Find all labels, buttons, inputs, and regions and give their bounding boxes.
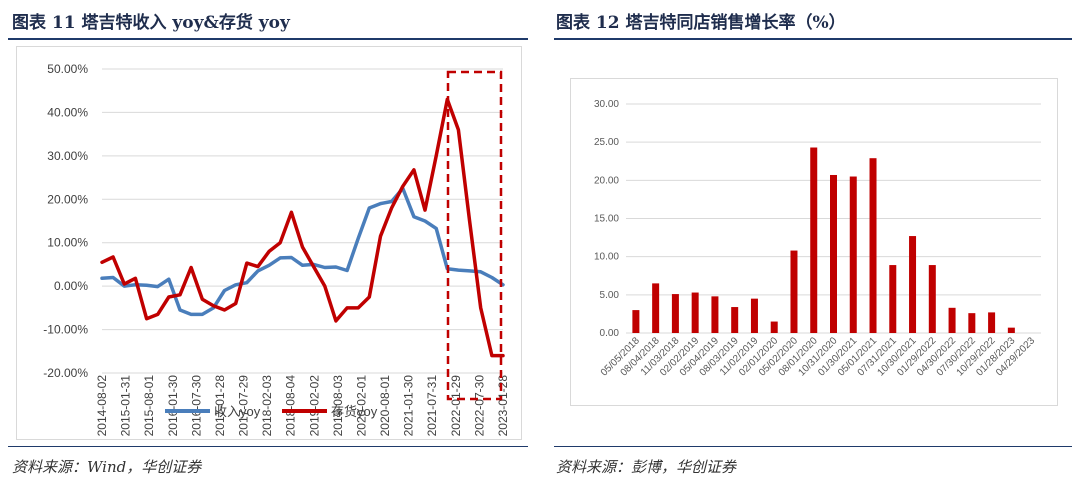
x-tick-label: 2020-02-01 (354, 375, 368, 437)
x-tick-label: 2020-08-01 (378, 375, 392, 437)
y-tick-label: 10.00% (47, 236, 88, 250)
x-tick-label: 2021-07-31 (425, 375, 439, 437)
series-line-revenue (100, 186, 505, 317)
highlight-dashed-box (446, 70, 503, 401)
y-tick-label: 20.00% (47, 192, 88, 206)
figure-12-title: 图表 12 塔吉特同店销售增长率（%） (556, 13, 846, 33)
y-tick-label: 30.00% (47, 149, 88, 163)
figure-12-source: 资料来源：彭博，华创证券 (556, 458, 737, 476)
x-tick-label: 2019-02-02 (307, 375, 321, 437)
bar (731, 307, 739, 333)
bar (830, 174, 837, 333)
x-tick-label: 2015-08-01 (142, 375, 156, 437)
source-rule (8, 446, 528, 447)
bar (909, 236, 917, 333)
figure-11-title: 图表 11 塔吉特收入 yoy&存货 yoy (12, 13, 290, 33)
x-tick-label: 2023-01-28 (496, 375, 510, 437)
y-tick-label: 10.00 (594, 252, 619, 263)
bar (1007, 327, 1015, 333)
bar (770, 321, 778, 333)
y-tick-label: -20.00% (43, 366, 88, 380)
x-tick-label: 2017-01-28 (213, 375, 227, 437)
y-tick-label: 40.00% (47, 105, 88, 119)
source-rule (554, 446, 1072, 447)
figure-11-source: 资料来源：Wind，华创证券 (12, 458, 202, 476)
bar (671, 294, 679, 333)
bar (750, 298, 758, 333)
bar (968, 313, 976, 333)
y-tick-label: 20.00 (594, 175, 619, 186)
bar (711, 296, 719, 333)
x-tick-label: 2016-01-30 (166, 375, 180, 437)
bar (869, 158, 877, 333)
y-tick-label: 50.00% (47, 62, 88, 76)
bar (652, 283, 660, 333)
bar (691, 292, 699, 333)
bar-chart: 30.0025.0020.0015.0010.005.000.0005/05/2… (594, 99, 1041, 379)
bar (632, 310, 640, 333)
y-tick-label: 30.00 (594, 99, 619, 110)
legend-label-revenue: 收入yoy (214, 404, 261, 419)
line-chart-frame: 50.00% 40.00% 30.00% 20.00% 10.00% 0.00% -10.0… (16, 46, 522, 440)
title-rule (554, 38, 1072, 40)
left-panel: 图表 11 塔吉特收入 yoy&存货 yoy 50.00% 40.00% 30.00… (8, 13, 528, 476)
x-tick-label: 2021-01-30 (402, 375, 416, 437)
bar-chart-frame: 30.00 25.00 20.00 15.00 10.00 5.00 0.00 05/05/2… (570, 78, 1058, 406)
x-tick-label: 2022-01-29 (449, 375, 463, 437)
x-tick-label: 2014-08-02 (95, 375, 109, 437)
title-rule (8, 38, 528, 40)
y-tick-label: 0.00% (54, 279, 88, 293)
y-tick-label: 25.00 (594, 137, 619, 148)
bar (988, 312, 996, 333)
bar (889, 265, 897, 333)
x-tick-label: 2018-08-04 (284, 375, 298, 437)
y-tick-label: 15.00 (594, 214, 619, 225)
x-tick-label: 2017-07-29 (237, 375, 251, 437)
x-tick-label: 2019-08-03 (331, 375, 345, 437)
y-tick-label: -10.00% (43, 323, 88, 337)
y-tick-label: 0.00 (600, 328, 620, 339)
x-tick-label: 2022-07-30 (472, 375, 486, 437)
series-line-inventory (100, 97, 505, 358)
y-tick-label: 5.00 (600, 290, 620, 301)
bar (810, 147, 818, 333)
bar (928, 265, 936, 333)
x-tick-label: 2018-02-03 (260, 375, 274, 437)
bar (948, 307, 956, 333)
line-chart: 50.00% 40.00% 30.00% 20.00% 10.00% 0.00% -10.0… (43, 62, 510, 437)
x-tick-label: 2016-07-30 (189, 375, 203, 437)
x-tick-label: 2015-01-31 (119, 375, 133, 437)
legend-label-inventory: 存货yoy (331, 404, 378, 419)
bar (849, 176, 857, 333)
bar (790, 250, 798, 333)
right-panel: 图表 12 塔吉特同店销售增长率（%） 30.00 25.00 20.00 15.00… (540, 0, 1080, 487)
